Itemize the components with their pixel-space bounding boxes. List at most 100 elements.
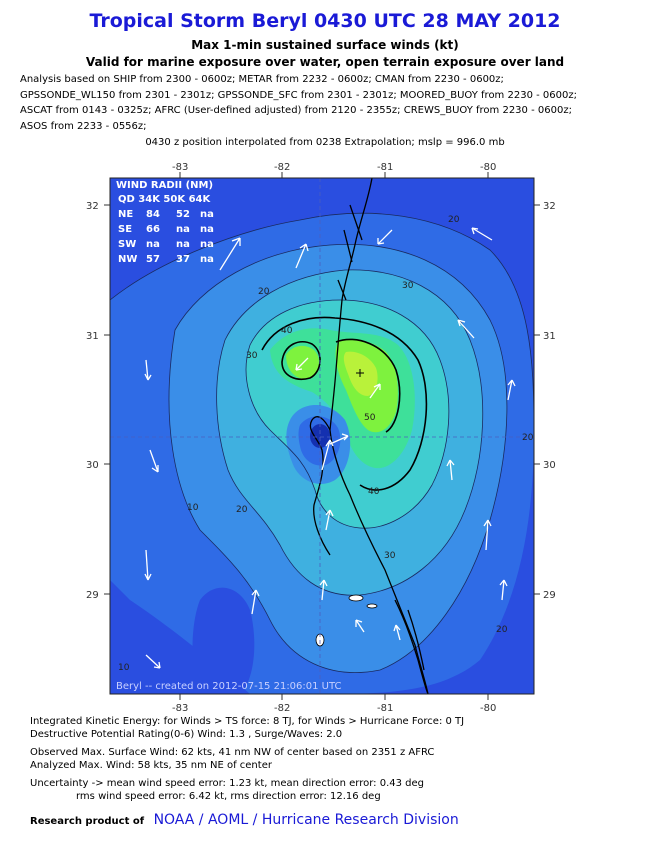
contour-labels: 20 30 40 50 10 20 30 40 30 20 20 10 20 xyxy=(118,215,534,673)
wind-radii-row: SE 66 na na xyxy=(118,224,214,235)
wind-arrow xyxy=(219,237,241,271)
wind-arrow xyxy=(483,519,492,551)
research-credit: Research product of NOAA / AOML / Hurric… xyxy=(30,812,459,828)
quadrant: NE xyxy=(118,209,133,220)
lat-tick-label: 32 xyxy=(86,201,99,212)
wind-radii-row: NW 57 37 na xyxy=(118,254,214,265)
observed-max-wind-line: Observed Max. Surface Wind: 62 kts, 41 n… xyxy=(30,747,435,758)
lat-tick-label: 32 xyxy=(543,201,556,212)
subtitle-units: Max 1-min sustained surface winds (kt) xyxy=(191,38,459,52)
radius-64kt: na xyxy=(200,209,214,220)
analyzed-max-wind-line: Analyzed Max. Wind: 58 kts, 35 nm NE of … xyxy=(30,759,272,771)
wind-arrow xyxy=(295,357,309,371)
organization-link[interactable]: NOAA / AOML / Hurricane Research Divisio… xyxy=(153,812,459,828)
radius-64kt: na xyxy=(200,239,214,250)
radius-50kt: na xyxy=(176,224,190,235)
page-title: Tropical Storm Beryl 0430 UTC 28 MAY 201… xyxy=(89,10,561,32)
wind-arrow xyxy=(471,227,493,241)
wind-arrow xyxy=(329,433,349,445)
quadrant: SE xyxy=(118,224,132,235)
lat-tick-label: 29 xyxy=(86,590,99,601)
analysis-line: ASOS from 2233 - 0556z; xyxy=(20,120,147,132)
rms-error-line: rms wind speed error: 6.42 kt, rms direc… xyxy=(76,790,381,802)
lon-tick-label: -82 xyxy=(274,703,290,714)
lon-tick-label: -83 xyxy=(172,703,188,714)
lat-tick-label: 31 xyxy=(543,331,556,342)
lat-tick-label: 30 xyxy=(543,460,556,471)
center-crosshair xyxy=(110,178,534,694)
radius-50kt: 52 xyxy=(176,209,190,220)
radius-50kt: na xyxy=(176,239,190,250)
wind-arrow xyxy=(393,624,401,641)
radius-34kt: 57 xyxy=(146,254,160,265)
lat-tick-label: 29 xyxy=(543,590,556,601)
eye-center xyxy=(310,424,330,448)
wind-arrow xyxy=(295,243,309,269)
wind-arrow xyxy=(507,379,516,401)
contour-label: 20 xyxy=(258,287,270,297)
contour-label: 30 xyxy=(384,551,396,561)
wind-radii-title: WIND RADII (NM) xyxy=(116,180,213,191)
radius-34kt: na xyxy=(146,239,160,250)
southwest-low-band xyxy=(192,587,255,694)
contour-lines xyxy=(110,212,534,673)
contour-label: 30 xyxy=(402,281,414,291)
wind-arrow xyxy=(377,229,393,245)
lon-ticks-bottom: -83 -82 -81 -80 xyxy=(172,694,496,714)
wind-arrow xyxy=(325,509,334,531)
wind-arrow xyxy=(144,359,152,381)
wind-arrow xyxy=(355,619,365,633)
lat-tick-label: 30 xyxy=(86,460,99,471)
contour-label: 40 xyxy=(368,487,380,497)
map-frame xyxy=(109,177,535,695)
wind-arrow xyxy=(251,589,260,615)
lon-ticks-top: -83 -82 -81 -80 xyxy=(172,162,496,178)
lat-tick-label: 31 xyxy=(86,331,99,342)
wind-arrow xyxy=(369,383,381,399)
creation-stamp: Beryl -- created on 2012-07-15 21:06:01 … xyxy=(116,681,342,692)
wind-band-55-60-west xyxy=(286,345,319,379)
wind-arrow xyxy=(446,459,455,481)
contour-label: 20 xyxy=(522,433,534,443)
wind-vectors xyxy=(144,227,516,669)
radius-50kt: 37 xyxy=(176,254,190,265)
wind-band-60-plus xyxy=(343,351,378,396)
analysis-line: GPSSONDE_WL150 from 2301 - 2301z; GPSSON… xyxy=(20,89,577,101)
lat-ticks-left: 32 31 30 29 xyxy=(86,201,110,601)
quadrant: NW xyxy=(118,254,137,265)
lon-tick-label: -82 xyxy=(274,162,290,173)
ike-line: Integrated Kinetic Energy: for Winds > T… xyxy=(30,716,465,727)
radius-34kt: 84 xyxy=(146,209,160,220)
destructive-rating-line: Destructive Potential Rating(0-6) Wind: … xyxy=(30,728,343,740)
lon-tick-label: -83 xyxy=(172,162,188,173)
contour-label: 30 xyxy=(246,351,258,361)
subtitle-exposure: Valid for marine exposure over water, op… xyxy=(85,55,565,69)
radius-34kt: 66 xyxy=(146,224,160,235)
quadrant: SW xyxy=(118,239,136,250)
wind-field-map: -83 -82 -81 -80 -83 -82 -81 -80 32 31 30… xyxy=(0,150,650,715)
wind-radii-table: WIND RADII (NM) QD 34K 50K 64K NE 84 52 … xyxy=(116,180,214,265)
summary-stats: Integrated Kinetic Energy: for Winds > T… xyxy=(30,716,640,803)
analysis-line: Analysis based on SHIP from 2300 - 0600z… xyxy=(20,74,504,85)
interpolation-note: 0430 z position interpolated from 0238 E… xyxy=(145,137,505,148)
wind-radii-row: SW na na na xyxy=(118,239,214,250)
contour-label: 10 xyxy=(118,663,130,673)
wind-arrow xyxy=(149,449,159,473)
wind-arrow xyxy=(145,654,161,669)
contour-label: 20 xyxy=(236,505,248,515)
coastline xyxy=(309,178,429,694)
lat-ticks-right: 32 31 30 29 xyxy=(534,201,556,601)
research-label: Research product of xyxy=(30,816,145,827)
wind-radii-header: QD 34K 50K 64K xyxy=(118,194,211,205)
lon-tick-label: -81 xyxy=(377,703,393,714)
contour-label: 50 xyxy=(364,413,376,423)
contour-label: 10 xyxy=(187,503,199,513)
contour-label: 20 xyxy=(448,215,460,225)
lon-tick-label: -80 xyxy=(480,162,496,173)
analysis-sources: Analysis based on SHIP from 2300 - 0600z… xyxy=(20,72,640,134)
radius-64kt: na xyxy=(200,224,214,235)
max-wind-marker xyxy=(356,369,364,377)
wind-radii-row: NE 84 52 na xyxy=(118,209,214,220)
wind-map-svg: -83 -82 -81 -80 -83 -82 -81 -80 32 31 30… xyxy=(86,162,556,714)
contour-label: 40 xyxy=(281,326,293,336)
